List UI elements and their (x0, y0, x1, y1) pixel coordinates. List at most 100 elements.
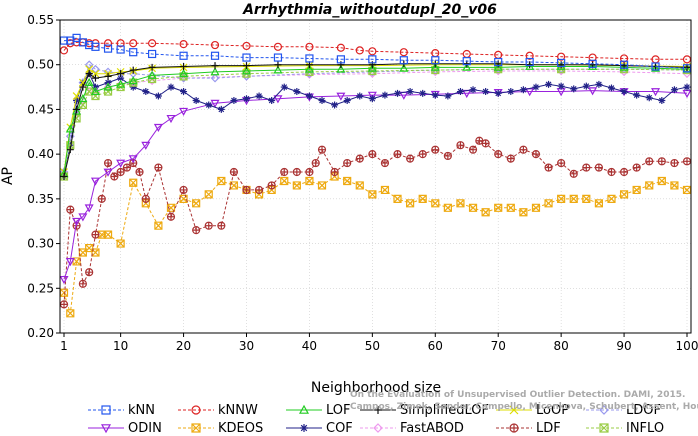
data-point (494, 60, 502, 68)
series-cof (60, 70, 691, 180)
data-point (482, 88, 490, 96)
data-point (651, 62, 660, 71)
data-point (670, 86, 678, 94)
data-point (682, 89, 692, 99)
data-point (336, 92, 346, 101)
data-point (280, 83, 288, 91)
data-point (367, 63, 377, 72)
data-point (355, 181, 364, 190)
data-point (242, 62, 250, 70)
data-point (657, 157, 666, 166)
data-point (154, 92, 162, 100)
data-point (607, 194, 616, 203)
data-point (90, 177, 100, 186)
x-tick-label: 70 (491, 339, 506, 353)
data-point (588, 53, 597, 62)
data-point (129, 48, 138, 57)
data-point (468, 203, 478, 212)
data-point (217, 176, 226, 186)
data-point (66, 309, 75, 318)
data-point (103, 230, 113, 239)
data-point (493, 62, 503, 71)
data-point (230, 96, 238, 104)
series-inflo (59, 65, 692, 181)
series-simplifiedlof (60, 60, 691, 180)
series-line (64, 37, 688, 69)
data-point (368, 47, 377, 56)
data-point (343, 158, 352, 168)
data-point (128, 76, 138, 85)
data-point (670, 158, 679, 168)
x-tick-label: 40 (302, 339, 317, 353)
x-tick-label: 30 (239, 339, 254, 353)
data-point (204, 190, 213, 199)
y-tick-label: 0.40 (27, 147, 54, 161)
data-point (142, 88, 150, 96)
data-point (65, 124, 75, 133)
data-point (78, 213, 88, 222)
data-point (368, 190, 377, 199)
y-tick-label: 0.25 (27, 281, 54, 295)
data-point (78, 38, 87, 47)
data-point (292, 167, 301, 177)
x-tick-label: 90 (616, 339, 631, 353)
data-point (78, 93, 88, 103)
data-point (468, 145, 478, 154)
data-point (59, 275, 69, 285)
data-point (343, 176, 352, 186)
series-line (63, 90, 688, 280)
y-tick-label: 0.55 (27, 13, 54, 27)
data-point (507, 88, 515, 96)
data-point (110, 172, 119, 181)
data-point (619, 54, 629, 63)
x-tick-label: 60 (428, 339, 443, 353)
data-point (103, 44, 113, 53)
data-point (519, 145, 528, 154)
y-axis-label: AP (0, 167, 16, 185)
data-point (304, 64, 314, 73)
data-point (557, 194, 566, 203)
data-point (84, 77, 94, 87)
data-point (205, 101, 213, 109)
data-point (192, 96, 200, 104)
data-point (91, 230, 100, 239)
data-point (192, 226, 201, 235)
data-point (456, 141, 465, 150)
data-point (97, 194, 106, 203)
data-point (204, 221, 213, 230)
data-point (431, 145, 440, 154)
data-point (84, 204, 94, 213)
data-point (406, 88, 414, 96)
data-point (229, 167, 239, 177)
data-point (506, 154, 515, 163)
data-point (330, 167, 339, 177)
data-point (292, 181, 301, 190)
data-point (418, 194, 427, 203)
data-point (557, 82, 565, 90)
data-point (180, 63, 188, 71)
data-point (393, 150, 402, 159)
data-point (116, 79, 126, 88)
data-point (116, 239, 125, 248)
data-point (73, 105, 81, 113)
data-point (211, 62, 219, 70)
data-point (179, 51, 188, 60)
data-point (368, 95, 376, 103)
data-point (607, 84, 615, 92)
data-point (273, 42, 283, 51)
data-point (494, 203, 503, 212)
data-point (355, 154, 364, 163)
data-point (84, 60, 94, 70)
data-point (431, 91, 439, 99)
data-point (443, 203, 452, 212)
data-point (179, 40, 188, 49)
data-point (394, 89, 402, 97)
data-point (72, 217, 82, 226)
x-axis-label: Neighborhood size (311, 380, 441, 396)
data-point (85, 40, 94, 50)
data-point (192, 199, 201, 208)
data-point (399, 56, 408, 65)
data-point (72, 92, 81, 100)
data-point (317, 145, 327, 154)
data-point (103, 82, 113, 92)
